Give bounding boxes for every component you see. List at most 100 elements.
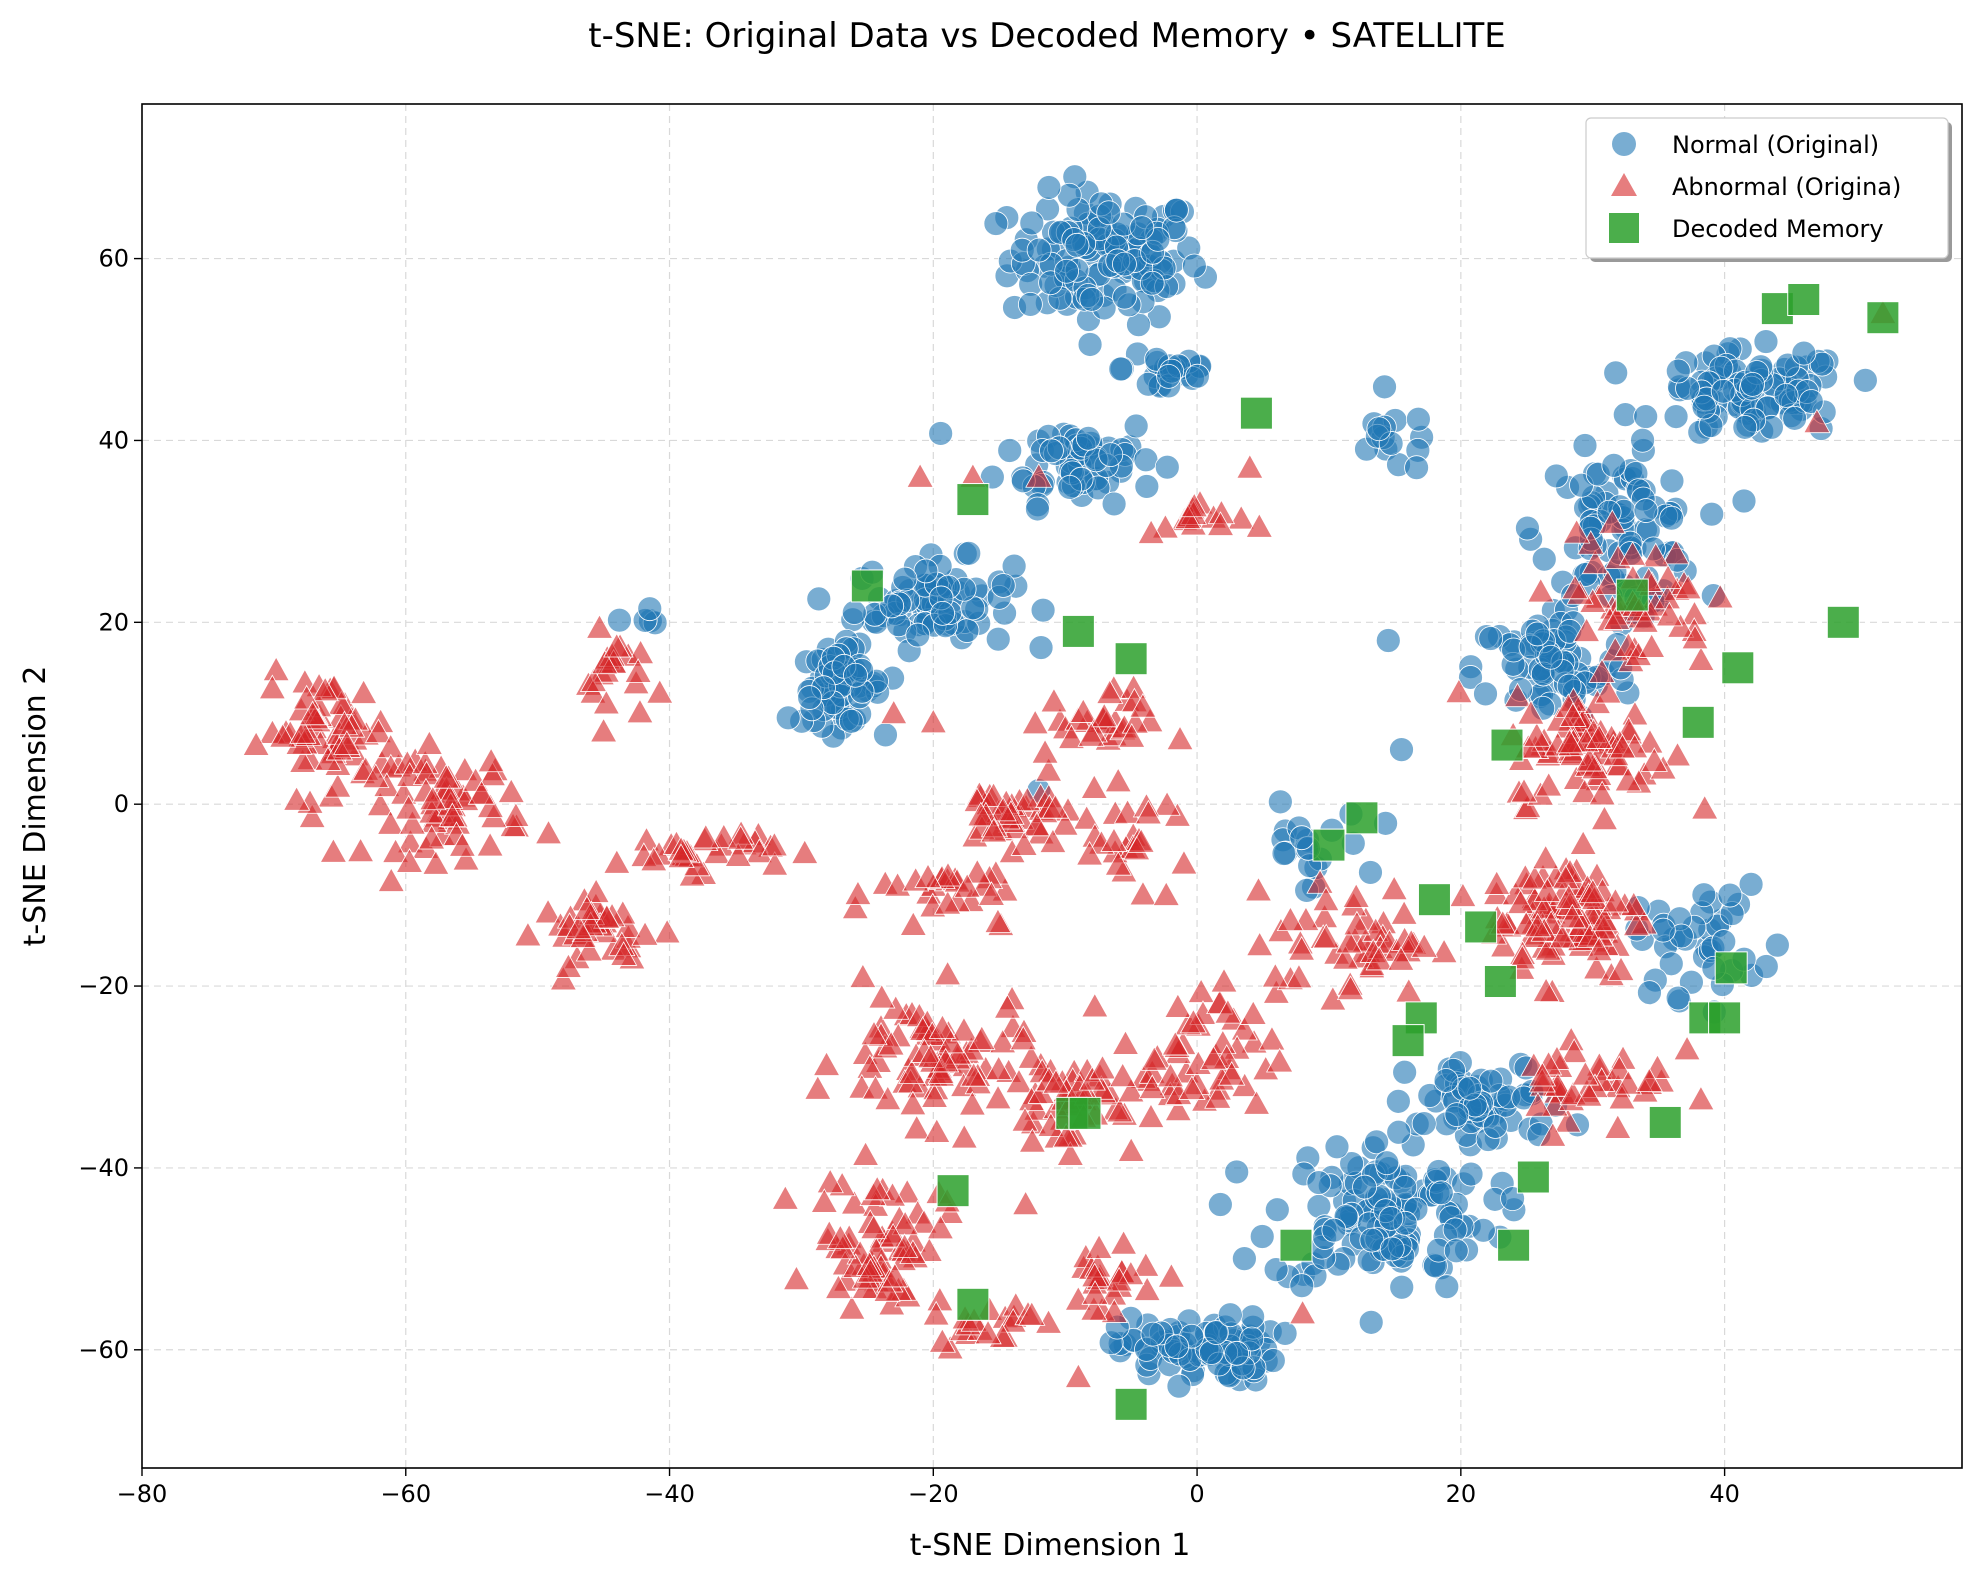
- abnormal-point: [1081, 992, 1109, 1018]
- abnormal-point: [1527, 577, 1555, 603]
- decoded-memory-point: [1681, 705, 1715, 739]
- x-axis-label: t-SNE Dimension 1: [910, 1528, 1191, 1563]
- normal-point: [1798, 389, 1824, 414]
- abnormal-point: [953, 873, 981, 898]
- abnormal-point: [1618, 541, 1647, 566]
- legend: Normal (Original) Abnormal (Origina) Decod…: [1585, 117, 1952, 262]
- abnormal-point: [1151, 513, 1180, 539]
- normal-point: [637, 596, 663, 622]
- normal-point: [1239, 1326, 1265, 1352]
- abnormal-point: [1039, 828, 1067, 853]
- abnormal-point: [1080, 1295, 1108, 1321]
- normal-point: [1366, 416, 1392, 442]
- abnormal-point: [1614, 766, 1642, 792]
- abnormal-point: [1104, 850, 1132, 876]
- abnormal-point: [1803, 408, 1831, 434]
- normal-point: [1385, 1088, 1411, 1114]
- abnormal-point: [868, 983, 896, 1009]
- abnormal-point: [1072, 804, 1101, 830]
- abnormal-point: [1483, 870, 1511, 895]
- normal-point: [1543, 463, 1569, 489]
- abnormal-point: [1239, 1000, 1267, 1025]
- abnormal-point: [692, 823, 720, 849]
- abnormal-point: [1023, 811, 1051, 837]
- abnormal-point: [1598, 509, 1626, 534]
- abnormal-point: [448, 832, 477, 857]
- abnormal-point: [1242, 1089, 1271, 1115]
- abnormal-point: [1011, 1190, 1040, 1216]
- abnormal-point: [1585, 936, 1613, 962]
- abnormal-point: [1608, 733, 1637, 759]
- abnormal-point: [840, 1189, 869, 1215]
- normal-point: [954, 618, 980, 643]
- abnormal-point: [1199, 1045, 1228, 1070]
- normal-point: [1156, 363, 1182, 389]
- abnormal-point: [1017, 1044, 1045, 1069]
- decoded-memory-point: [1826, 605, 1860, 639]
- abnormal-point: [1559, 1080, 1587, 1106]
- abnormal-point: [1387, 946, 1415, 971]
- y-tick-label: −20: [78, 972, 129, 1000]
- abnormal-point: [1582, 954, 1611, 980]
- abnormal-point: [1635, 1067, 1663, 1093]
- abnormal-point: [1005, 1068, 1033, 1094]
- abnormal-point: [1380, 875, 1408, 901]
- normal-point: [1710, 378, 1736, 404]
- abnormal-point: [1157, 1262, 1186, 1288]
- abnormal-point: [593, 903, 621, 929]
- data-points: [242, 164, 1900, 1421]
- normal-point: [1321, 1217, 1347, 1243]
- abnormal-point: [1535, 771, 1563, 797]
- abnormal-point: [1010, 831, 1038, 856]
- normal-point: [1389, 1274, 1415, 1300]
- abnormal-point: [1230, 1015, 1258, 1041]
- abnormal-point: [928, 1014, 957, 1039]
- abnormal-point: [422, 850, 450, 875]
- abnormal-point: [262, 656, 290, 682]
- abnormal-point: [1343, 910, 1371, 936]
- abnormal-point: [898, 1059, 926, 1085]
- normal-point: [1773, 382, 1799, 408]
- abnormal-point: [984, 908, 1012, 933]
- abnormal-point: [984, 1084, 1012, 1110]
- normal-point: [1525, 621, 1550, 647]
- abnormal-point: [760, 831, 789, 857]
- normal-point: [1392, 1174, 1418, 1200]
- abnormal-point: [1533, 877, 1562, 902]
- abnormal-point: [364, 718, 393, 744]
- x-tick-label: −20: [908, 1480, 959, 1508]
- abnormal-point: [564, 914, 593, 940]
- abnormal-point: [1180, 492, 1208, 518]
- abnormal-point: [963, 858, 991, 884]
- abnormal-point: [771, 1185, 800, 1210]
- abnormal-point: [1579, 878, 1607, 904]
- normal-point: [1203, 1320, 1229, 1345]
- normal-point: [1538, 644, 1564, 670]
- abnormal-point: [1706, 583, 1734, 609]
- abnormal-point: [879, 1222, 907, 1248]
- abnormal-point: [1572, 617, 1601, 642]
- abnormal-point: [1590, 906, 1619, 932]
- decoded-memory-point: [956, 1287, 990, 1321]
- normal-point: [1630, 427, 1655, 453]
- abnormal-point: [974, 1319, 1002, 1345]
- abnormal-point: [626, 698, 654, 724]
- normal-point: [1079, 286, 1105, 312]
- abnormal-point: [1445, 678, 1473, 704]
- normal-point: [1077, 332, 1103, 357]
- abnormal-point: [1258, 1025, 1286, 1051]
- normal-point: [1098, 442, 1124, 467]
- abnormal-point: [288, 748, 317, 773]
- normal-point: [956, 540, 982, 566]
- abnormal-point: [1265, 1047, 1294, 1073]
- abnormal-point: [1449, 882, 1477, 907]
- legend-circle-icon: [1612, 132, 1636, 156]
- normal-point: [607, 607, 632, 633]
- abnormal-point: [863, 1175, 891, 1201]
- normal-point: [1289, 825, 1315, 851]
- normal-point: [1017, 291, 1043, 317]
- normal-point: [1026, 237, 1052, 263]
- abnormal-point: [1187, 978, 1215, 1003]
- abnormal-point: [959, 1061, 988, 1087]
- abnormal-point: [1590, 805, 1619, 830]
